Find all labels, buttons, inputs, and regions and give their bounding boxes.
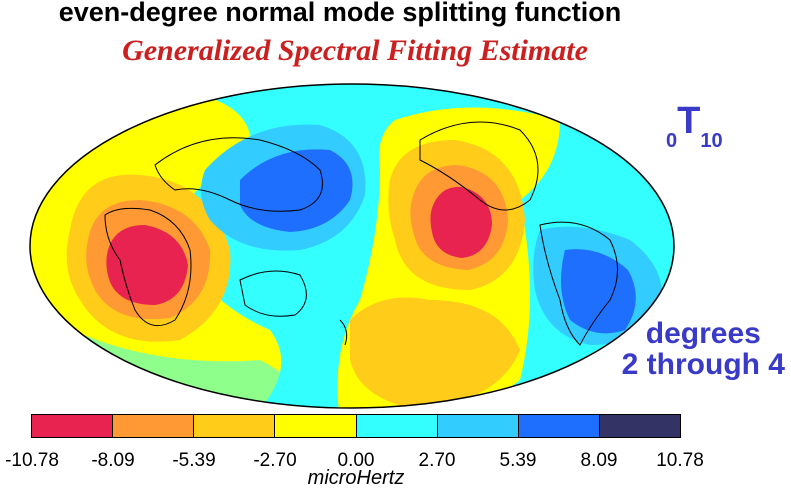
colorbar-tick-label: 10.78 [656,450,704,471]
coast-asia [154,137,323,212]
degrees-line-2: 2 through 4 [621,348,785,381]
colorbar-tick-label: 8.09 [580,450,618,471]
globe-outline [29,83,675,409]
colorbar-tick-label: 2.70 [418,450,456,471]
colorbar-swatch [194,415,276,437]
mode-letter: T [677,100,701,142]
coast-australia [239,270,307,317]
colorbar-tick-label: 5.39 [499,450,537,471]
chart-title: even-degree normal mode splitting functi… [58,0,622,27]
coast-africa [104,207,192,327]
coast-new-zealand [339,319,348,346]
colorbar [31,414,681,438]
colorbar-tick-label: 0.00 [337,450,375,471]
field-center-westpacific [240,149,353,232]
colorbar-swatch [356,415,438,437]
field-center-pacific [430,186,492,258]
field-ring1-south [350,297,520,408]
chart-subtitle: Generalized Spectral Fitting Estimate [122,34,588,67]
colorbar-ticks: -10.78 -8.09 -5.39 -2.70 0.00 2.70 5.39 … [0,450,791,472]
colorbar-swatch [599,415,680,437]
coast-south-america [539,221,618,346]
map-field [30,84,674,408]
colorbar-units: microHertz [307,467,405,489]
coast-north-america [419,121,539,211]
mode-label: 0T10 [666,100,723,153]
colorbar-swatch [437,415,519,437]
mode-prefix: 0 [666,130,678,152]
field-center-africa [106,225,188,305]
mode-suffix: 10 [700,130,723,152]
colorbar-swatch [113,415,195,437]
colorbar-tick-label: -5.39 [172,450,216,471]
coastlines [104,121,618,346]
colorbar-swatch [275,415,357,437]
colorbar-swatch [32,415,114,437]
degrees-line-1: degrees [645,317,761,350]
colorbar-tick-label: -10.78 [5,450,59,471]
colorbar-tick-label: -2.70 [253,450,297,471]
colorbar-swatch [518,415,600,437]
degree-range-label: degrees 2 through 4 [622,318,785,380]
colorbar-tick-label: -8.09 [91,450,135,471]
